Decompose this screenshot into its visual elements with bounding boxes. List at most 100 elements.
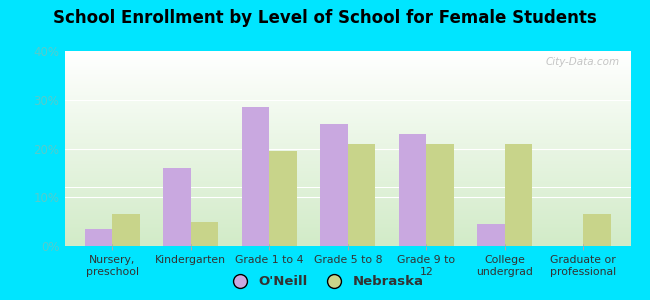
Bar: [65, 92, 630, 93]
Bar: [65, 118, 630, 119]
Bar: [65, 90, 630, 91]
Bar: [65, 148, 630, 149]
Bar: [65, 218, 630, 219]
Bar: [65, 113, 630, 114]
Bar: [65, 152, 630, 153]
Text: School Enrollment by Level of School for Female Students: School Enrollment by Level of School for…: [53, 9, 597, 27]
Bar: [65, 128, 630, 129]
Bar: [65, 223, 630, 224]
Legend: O'Neill, Nebraska: O'Neill, Nebraska: [222, 270, 428, 293]
Bar: [65, 116, 630, 117]
Bar: [65, 100, 630, 101]
Bar: [65, 125, 630, 126]
Bar: [65, 63, 630, 64]
Bar: [65, 155, 630, 156]
Bar: [65, 177, 630, 178]
Bar: [65, 137, 630, 138]
Bar: [65, 135, 630, 136]
Bar: [65, 197, 630, 198]
Bar: [65, 194, 630, 195]
Bar: [65, 157, 630, 158]
Bar: [65, 111, 630, 112]
Bar: [65, 81, 630, 82]
Bar: [65, 62, 630, 63]
Bar: [65, 93, 630, 94]
Bar: [65, 83, 630, 84]
Bar: [65, 130, 630, 131]
Bar: [65, 234, 630, 235]
Bar: [348, 144, 375, 246]
Text: City-Data.com: City-Data.com: [545, 57, 619, 67]
Bar: [65, 94, 630, 95]
Bar: [65, 51, 630, 52]
Bar: [65, 165, 630, 166]
Bar: [65, 181, 630, 182]
Bar: [65, 195, 630, 196]
Bar: [65, 230, 630, 231]
Bar: [65, 102, 630, 103]
Bar: [65, 235, 630, 236]
Bar: [65, 86, 630, 87]
Bar: [190, 222, 218, 246]
Bar: [65, 103, 630, 105]
Bar: [65, 134, 630, 135]
Bar: [65, 72, 630, 74]
Bar: [65, 193, 630, 194]
Bar: [65, 131, 630, 132]
Bar: [65, 99, 630, 100]
Bar: [65, 77, 630, 78]
Bar: [65, 196, 630, 197]
Bar: [65, 244, 630, 245]
Bar: [65, 180, 630, 181]
Bar: [65, 192, 630, 193]
Bar: [65, 208, 630, 209]
Bar: [65, 161, 630, 162]
Bar: [65, 59, 630, 60]
Bar: [426, 144, 454, 246]
Bar: [477, 224, 505, 246]
Bar: [65, 219, 630, 220]
Bar: [320, 124, 348, 246]
Bar: [65, 119, 630, 120]
Bar: [65, 241, 630, 242]
Bar: [65, 233, 630, 234]
Bar: [65, 89, 630, 90]
Bar: [65, 54, 630, 55]
Bar: [65, 213, 630, 214]
Bar: [65, 150, 630, 152]
Bar: [65, 123, 630, 124]
Bar: [65, 57, 630, 58]
Bar: [65, 168, 630, 169]
Bar: [65, 121, 630, 122]
Bar: [65, 166, 630, 167]
Bar: [65, 58, 630, 59]
Bar: [65, 240, 630, 241]
Bar: [65, 171, 630, 172]
Bar: [242, 107, 269, 246]
Bar: [65, 207, 630, 208]
Bar: [65, 106, 630, 107]
Bar: [65, 154, 630, 155]
Bar: [65, 178, 630, 179]
Bar: [65, 221, 630, 222]
Bar: [65, 204, 630, 205]
Bar: [65, 184, 630, 185]
Bar: [65, 132, 630, 133]
Bar: [65, 122, 630, 123]
Bar: [65, 170, 630, 171]
Bar: [65, 74, 630, 75]
Bar: [65, 124, 630, 125]
Bar: [65, 243, 630, 244]
Bar: [112, 214, 140, 246]
Bar: [65, 236, 630, 237]
Bar: [65, 53, 630, 54]
Bar: [65, 66, 630, 67]
Bar: [65, 70, 630, 71]
Bar: [65, 158, 630, 159]
Bar: [65, 144, 630, 145]
Bar: [65, 183, 630, 184]
Bar: [65, 174, 630, 175]
Bar: [65, 187, 630, 188]
Bar: [65, 198, 630, 199]
Bar: [65, 101, 630, 102]
